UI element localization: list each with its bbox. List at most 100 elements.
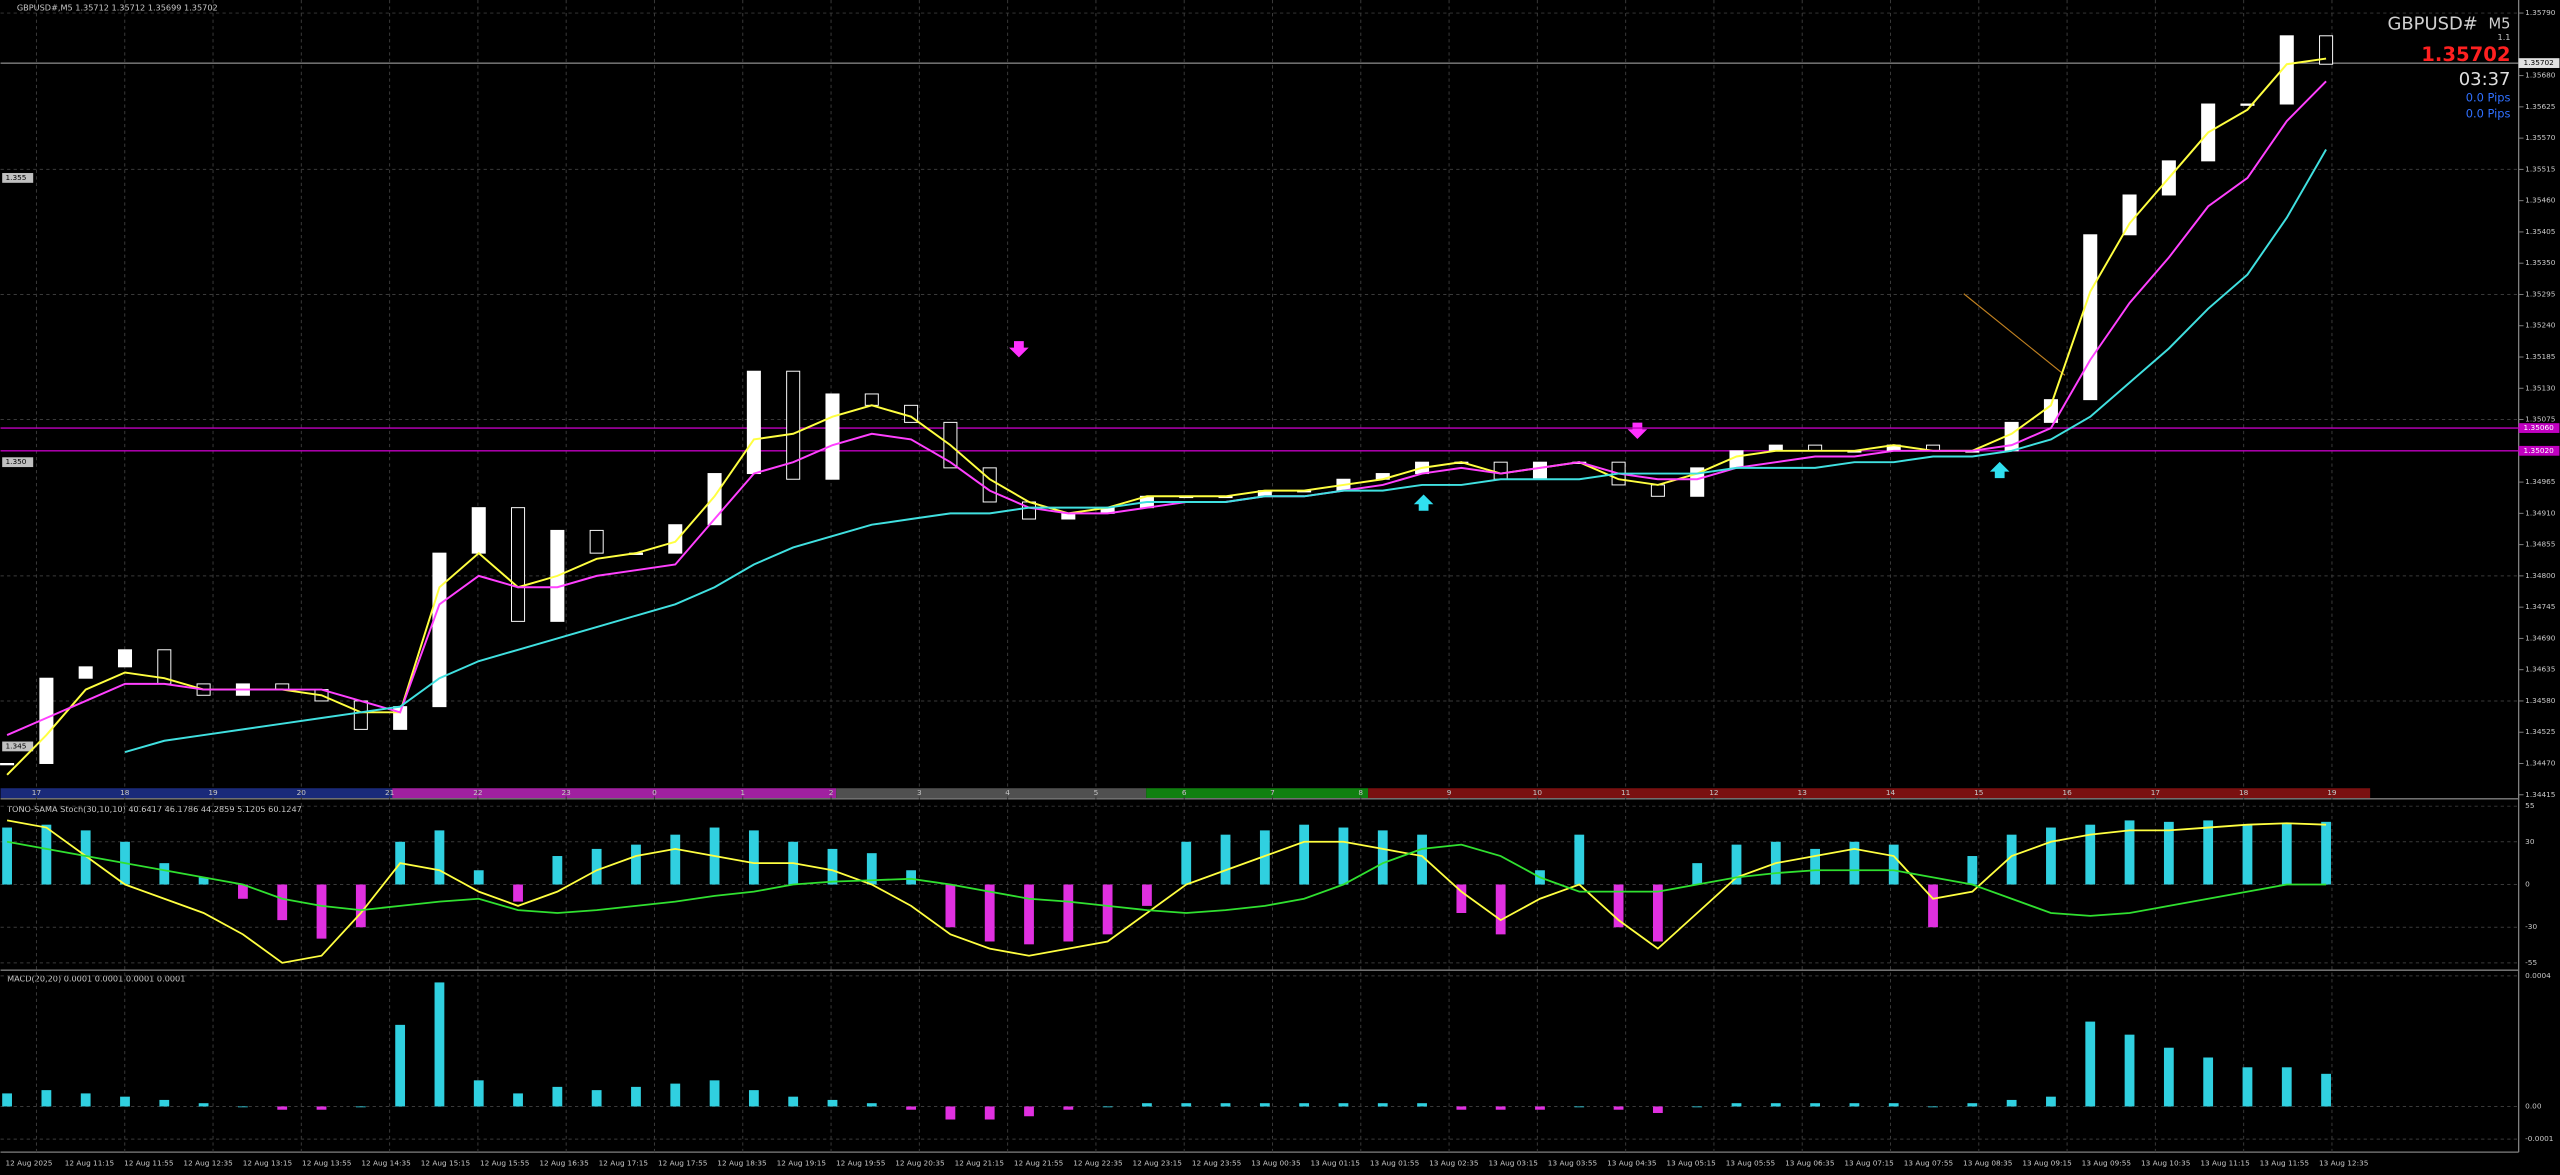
macd-title: MACD(20,20) 0.0001 0.0001 0.0001 0.0001 xyxy=(7,974,185,984)
round-label: 1.345 xyxy=(5,741,26,750)
price-tick-label: 1.34910 xyxy=(2525,508,2556,517)
macd-bar xyxy=(1928,1106,1938,1108)
band xyxy=(836,788,1147,799)
hour-label: 3 xyxy=(917,788,922,797)
stoch-bar xyxy=(2203,820,2214,885)
buy-arrow xyxy=(1989,461,2010,479)
hour-label: 8 xyxy=(1358,788,1363,797)
macd-bar xyxy=(1024,1106,1034,1117)
hour-label: 4 xyxy=(1005,788,1010,797)
stoch-bar xyxy=(473,870,484,885)
price-tick-label: 1.35075 xyxy=(2525,415,2556,424)
stoch-bar xyxy=(1928,884,1938,928)
stoch-bar xyxy=(1142,884,1152,906)
stoch-bar xyxy=(2242,824,2253,885)
macd-bar xyxy=(1731,1103,1742,1107)
macd-bar xyxy=(1456,1106,1467,1110)
price: 1.35702 xyxy=(2421,43,2510,66)
hour-label: 2 xyxy=(829,788,834,797)
macd-bar xyxy=(1849,1103,1860,1107)
candle xyxy=(589,529,604,554)
time-label: 13 Aug 12:35 xyxy=(2319,1159,2369,1168)
price-tick-label: 1.35240 xyxy=(2525,321,2556,330)
time-label: 12 Aug 15:15 xyxy=(421,1159,471,1168)
round-label: 1.350 xyxy=(5,457,26,466)
stoch-bar xyxy=(238,884,248,899)
macd-bar xyxy=(80,1093,91,1107)
stoch-bar xyxy=(2163,821,2174,885)
time-label: 12 Aug 20:35 xyxy=(895,1159,945,1168)
stoch-bar xyxy=(1574,834,1585,885)
macd-bar xyxy=(473,1080,484,1107)
stoch-bar xyxy=(2085,824,2096,885)
time-label: 12 Aug 23:55 xyxy=(1192,1159,1242,1168)
stoch-bar xyxy=(159,863,170,885)
time-label: 13 Aug 06:35 xyxy=(1785,1159,1835,1168)
macd-bar xyxy=(1259,1103,1270,1107)
time-label: 12 Aug 2025 xyxy=(5,1159,52,1168)
hour-label: 6 xyxy=(1182,788,1187,797)
hour-label: 18 xyxy=(2239,788,2249,797)
price-tick-label: 1.34855 xyxy=(2525,540,2556,549)
price-tick-label: 1.35185 xyxy=(2525,352,2556,361)
macd-bar xyxy=(159,1099,170,1107)
candle xyxy=(2240,103,2255,106)
stoch-bar xyxy=(1652,884,1663,942)
time-label: 13 Aug 08:35 xyxy=(1963,1159,2013,1168)
timeframe: M5 xyxy=(2488,15,2510,32)
macd-bar xyxy=(709,1080,720,1107)
stoch-bar xyxy=(277,884,288,921)
time-label: 13 Aug 05:15 xyxy=(1666,1159,1716,1168)
stoch-bar xyxy=(316,884,327,939)
stoch-bar xyxy=(1024,884,1034,945)
time-label: 12 Aug 12:35 xyxy=(183,1159,233,1168)
macd-tick-label: -0.0001 xyxy=(2525,1134,2553,1143)
candle xyxy=(1532,461,1547,480)
macd-bar xyxy=(1967,1103,1978,1107)
stoch-bar xyxy=(80,830,91,885)
price-tick-label: 1.34965 xyxy=(2525,477,2556,486)
round-label: 1.355 xyxy=(5,173,26,182)
macd-bar xyxy=(2281,1067,2292,1107)
candle xyxy=(746,370,761,475)
time-label: 12 Aug 22:35 xyxy=(1073,1159,1123,1168)
macd-bar xyxy=(591,1090,602,1107)
stoch-bar xyxy=(1181,841,1192,885)
macd-bar xyxy=(2242,1067,2253,1107)
macd-bar xyxy=(1810,1103,1821,1107)
macd-bar xyxy=(2163,1047,2174,1107)
time-label: 12 Aug 13:55 xyxy=(302,1159,352,1168)
version: 1.1 xyxy=(2498,32,2511,42)
macd-bar xyxy=(120,1096,130,1107)
hour-label: 11 xyxy=(1621,788,1630,797)
stoch-bar xyxy=(1338,827,1349,885)
macd-bar xyxy=(434,982,445,1107)
hour-label: 15 xyxy=(1974,788,1984,797)
candle xyxy=(1021,501,1037,520)
price-tick-label: 1.35460 xyxy=(2525,196,2556,205)
stoch-bar xyxy=(1063,884,1074,942)
stoch-bar xyxy=(2321,821,2331,885)
hour-label: 10 xyxy=(1533,788,1543,797)
price-tick-label: 1.34635 xyxy=(2525,665,2556,674)
stoch-bar xyxy=(552,856,563,885)
macd-bar xyxy=(395,1024,406,1107)
stoch-bar xyxy=(355,884,366,928)
price-tick-label: 1.35295 xyxy=(2525,289,2556,298)
candle xyxy=(1650,484,1665,497)
time-label: 12 Aug 13:15 xyxy=(243,1159,293,1168)
macd-bar xyxy=(1220,1103,1231,1107)
hour-label: 19 xyxy=(2327,788,2337,797)
hour-strip-bands xyxy=(0,788,2371,799)
stoch-line xyxy=(6,840,2327,917)
candle xyxy=(1493,461,1508,480)
macd-bar xyxy=(1613,1106,1624,1110)
band xyxy=(1368,788,2371,799)
time-label: 13 Aug 09:15 xyxy=(2022,1159,2072,1168)
candle xyxy=(511,507,526,622)
hour-label: 12 xyxy=(1709,788,1718,797)
stoch-bar xyxy=(1299,824,1310,885)
macd-bar xyxy=(2,1093,12,1107)
price-tick-label: 1.35350 xyxy=(2525,258,2556,267)
macd-bar xyxy=(198,1103,209,1107)
